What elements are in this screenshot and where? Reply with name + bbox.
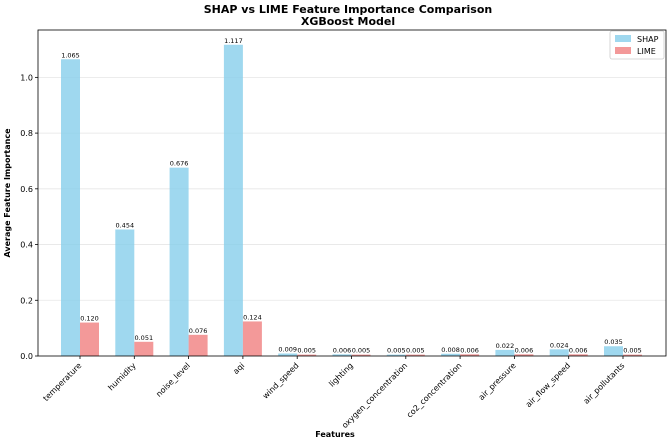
- data-label-shap: 0.008: [441, 346, 460, 354]
- bar-shap-aqi: [223, 44, 243, 357]
- bar-shap-wind-speed: [278, 353, 298, 356]
- legend-label-lime: LIME: [637, 47, 656, 56]
- bar-shap-air-flow-speed: [549, 349, 569, 356]
- data-label-lime: 0.076: [189, 327, 208, 335]
- x-tick-label: co2_concentration: [405, 361, 464, 420]
- legend: SHAP LIME: [609, 30, 665, 60]
- data-labels: 1.065 0.120 0.454 0.051 0.676 0.076 1.117 0.124…: [61, 37, 642, 355]
- data-label-shap: 1.065: [61, 51, 80, 59]
- data-label-lime: 0.005: [623, 347, 642, 355]
- bar-shap-lighting: [332, 354, 352, 356]
- bar-lime-aqi: [242, 321, 262, 356]
- x-axis-ticks: temperature humidity noise_level aqi wind_sp…: [41, 356, 626, 430]
- data-label-lime: 0.120: [80, 315, 99, 323]
- legend-swatch-shap: [615, 35, 631, 42]
- x-tick-label: noise_level: [154, 361, 192, 399]
- y-axis-ticks: 0.0 0.2 0.4 0.6 0.8 1.0: [20, 73, 38, 361]
- legend-swatch-lime: [615, 47, 631, 54]
- chart-title: SHAP vs LIME Feature Importance Comparis…: [204, 3, 492, 16]
- x-tick-label: humidity: [106, 361, 138, 393]
- bar-shap-air-pollutants: [604, 346, 623, 356]
- x-tick-label: air_pollutants: [582, 361, 627, 406]
- data-label-lime: 0.006: [460, 346, 479, 354]
- bar-lime-temperature: [80, 322, 99, 356]
- bar-lime-oxygen-concentration: [405, 354, 425, 356]
- bar-shap-oxygen-concentration: [386, 354, 406, 356]
- bar-shap-noise-level: [169, 167, 189, 356]
- legend-label-shap: SHAP: [637, 35, 659, 44]
- gridlines: [38, 76, 666, 301]
- data-label-shap: 0.454: [115, 222, 134, 230]
- y-tick-label: 0.8: [20, 129, 33, 138]
- x-tick-label: wind_speed: [261, 361, 301, 401]
- data-label-shap: 0.005: [387, 347, 406, 355]
- bar-lime-co2-concentration: [460, 354, 480, 356]
- x-tick-label: air_flow_speed: [524, 361, 572, 409]
- data-label-lime: 0.006: [515, 346, 534, 354]
- data-label-lime: 0.005: [352, 347, 371, 355]
- x-tick-label: temperature: [41, 361, 83, 403]
- y-axis-label: Average Feature Importance: [3, 128, 12, 258]
- data-label-lime: 0.005: [297, 347, 316, 355]
- x-tick-label: lighting: [327, 361, 355, 389]
- data-label-lime: 0.006: [569, 346, 588, 354]
- data-label-lime: 0.005: [406, 347, 425, 355]
- bar-lime-wind-speed: [297, 354, 317, 356]
- data-label-lime: 0.124: [243, 313, 262, 321]
- bar-lime-air-pressure: [514, 354, 534, 356]
- x-axis-label: Features: [315, 430, 355, 439]
- bar-shap-co2-concentration: [441, 353, 461, 356]
- bar-lime-air-pollutants: [623, 354, 642, 356]
- x-tick-label: air_pressure: [477, 361, 518, 402]
- data-label-shap: 0.009: [278, 345, 297, 353]
- bar-lime-air-flow-speed: [568, 354, 588, 356]
- data-label-shap: 0.006: [333, 346, 352, 354]
- plot-frame: [37, 29, 667, 357]
- data-label-lime: 0.051: [134, 334, 153, 342]
- bar-shap-air-pressure: [495, 349, 515, 356]
- chart-subtitle: XGBoost Model: [301, 15, 395, 28]
- data-label-shap: 0.676: [170, 160, 189, 168]
- y-tick-label: 0.4: [20, 241, 33, 250]
- bar-lime-noise-level: [188, 334, 208, 356]
- data-label-shap: 0.022: [496, 342, 515, 350]
- bar-lime-humidity: [134, 341, 154, 356]
- bar-shap-temperature: [61, 59, 80, 356]
- y-tick-label: 0.0: [20, 352, 33, 361]
- data-label-shap: 0.035: [604, 338, 623, 346]
- y-tick-label: 1.0: [20, 73, 33, 82]
- data-label-shap: 1.117: [224, 37, 243, 45]
- y-tick-label: 0.6: [20, 185, 33, 194]
- x-tick-label: aqi: [231, 361, 246, 376]
- data-label-shap: 0.024: [550, 341, 569, 349]
- bar-lime-lighting: [351, 354, 371, 356]
- bar-shap-humidity: [115, 229, 135, 356]
- y-tick-label: 0.2: [20, 296, 33, 305]
- bars: [61, 44, 642, 357]
